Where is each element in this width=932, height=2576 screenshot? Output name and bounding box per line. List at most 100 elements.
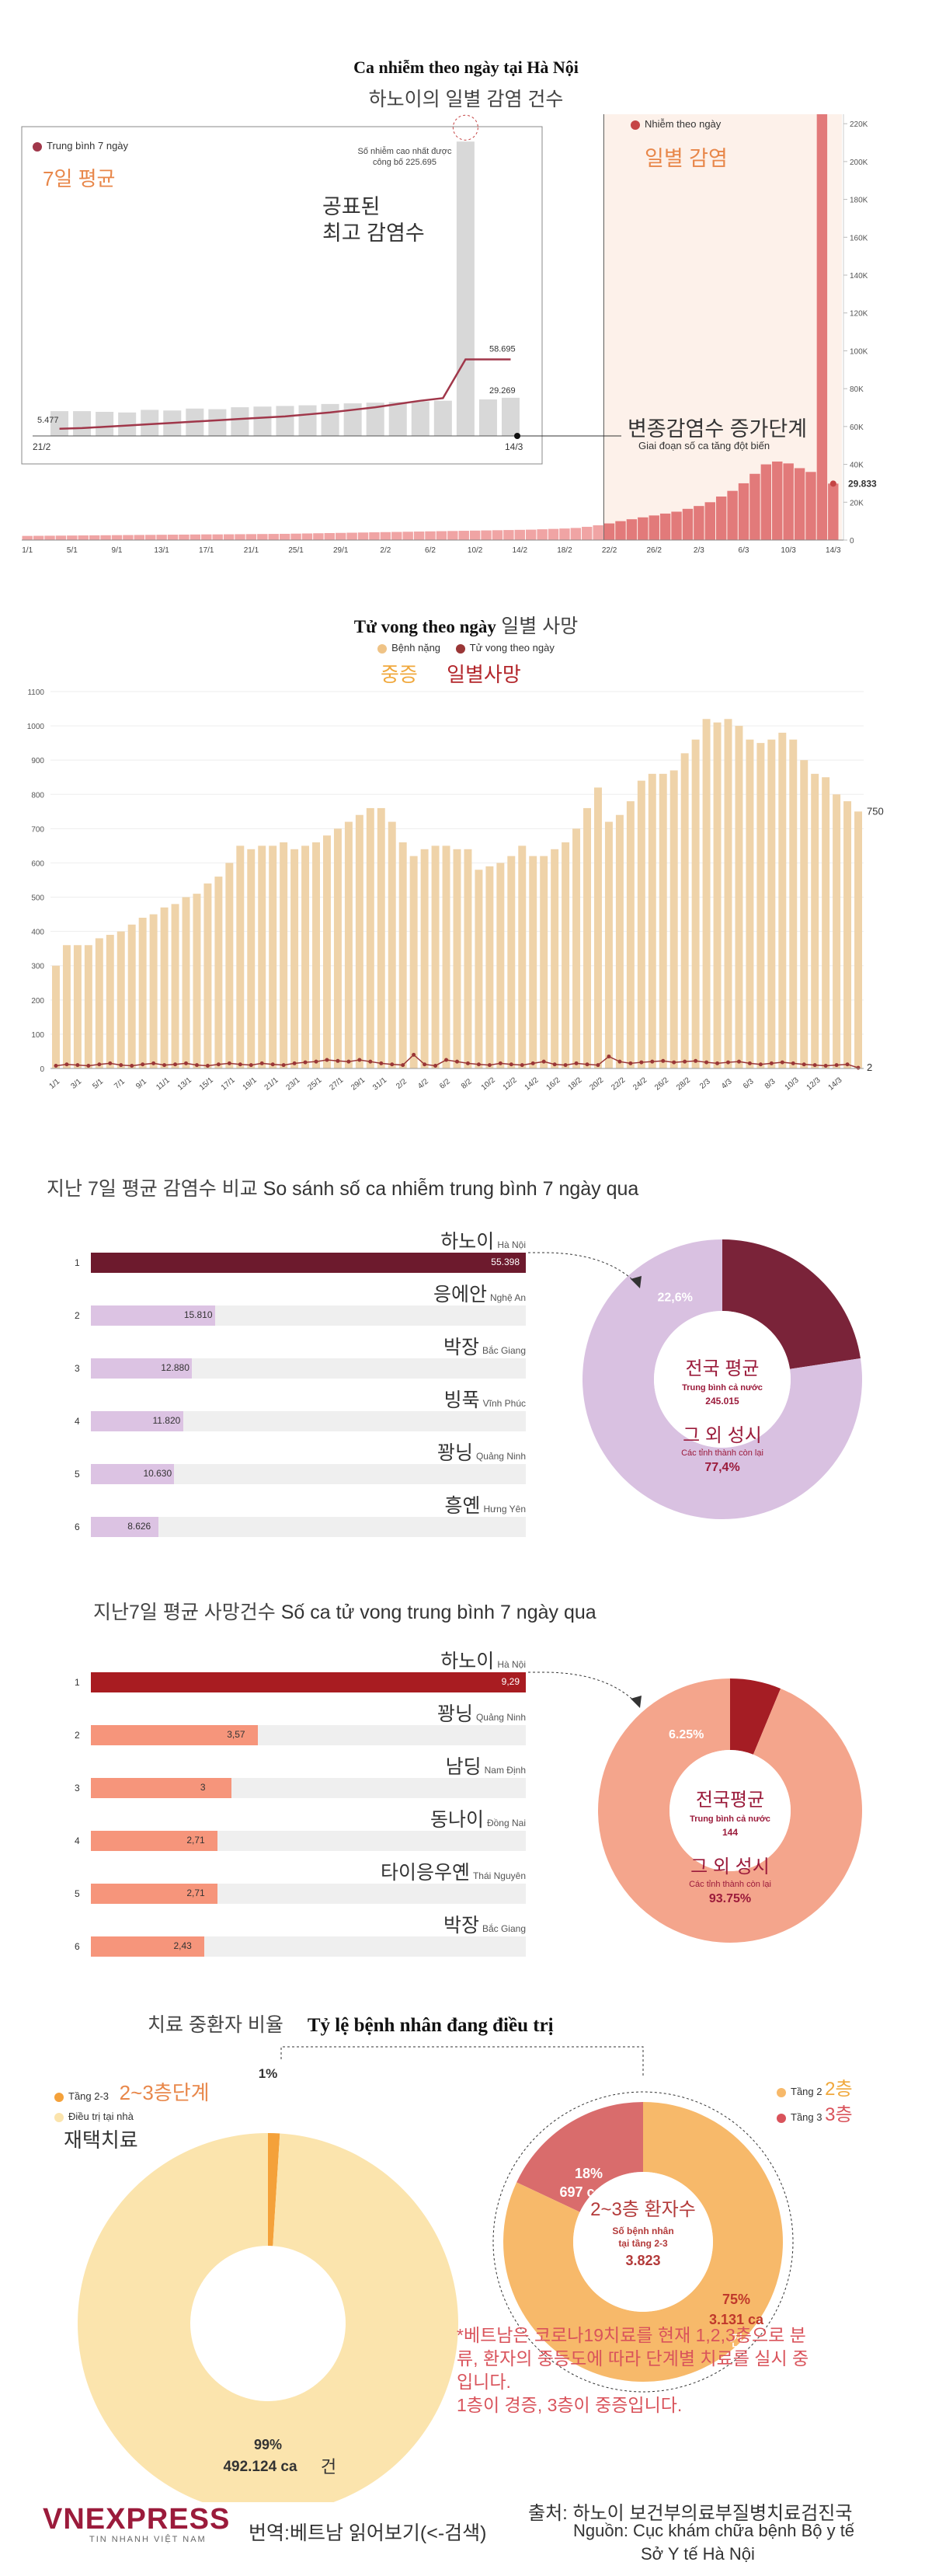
y-tick-label: 180K (850, 197, 868, 205)
case-bar (760, 464, 772, 540)
severe-bar (767, 739, 776, 1068)
rank-name-vn: Hà Nội (497, 1239, 526, 1250)
note-line-3: 입니다. (457, 2372, 511, 2392)
detail-center-vn-1: Số bệnh nhân (612, 2226, 673, 2236)
case-bar (548, 528, 559, 540)
severe-bar (62, 945, 71, 1068)
legend-tier23-kr: 2~3층단계 (119, 2081, 210, 2104)
source-vn-1: Nguồn: Cục khám chữa bệnh Bộ y tế (573, 2521, 855, 2540)
inset-bar (118, 412, 137, 436)
rank-bar-track: 3,57 (91, 1725, 526, 1745)
treatment-title: Tỷ lệ bệnh nhân đang điều trị (307, 2015, 554, 2036)
death-point (97, 1062, 102, 1067)
avg-deaths-title-kr: 지난7일 평균 사망건수 (93, 1602, 276, 1623)
case-bar (615, 521, 626, 540)
donut-hole (669, 1750, 791, 1871)
death-point (823, 1063, 828, 1068)
rank-name-vn: Thái Nguyên (472, 1870, 526, 1881)
tier2-count: 3.131 ca (709, 2312, 764, 2327)
death-point (401, 1063, 405, 1068)
case-bar (537, 529, 548, 540)
rank-name-vn: Đồng Nai (486, 1818, 526, 1828)
case-bar (492, 530, 503, 540)
death-point (758, 1062, 763, 1067)
donut-center-vn: Trung bình cả nước (682, 1383, 763, 1393)
x-tick-label: 24/2 (631, 1075, 649, 1092)
death-point (650, 1059, 655, 1064)
death-point (346, 1059, 351, 1064)
other-pct: 77,4% (704, 1461, 739, 1474)
y-tick-label: 1100 (27, 688, 44, 697)
tier3-slice (516, 2102, 643, 2212)
donut-center-value: 144 (722, 1827, 738, 1838)
inset-avg-end-label: 58.695 (489, 344, 516, 354)
y-tick-label: 1000 (27, 723, 45, 731)
rank-name-kr: 동나이 (429, 1809, 484, 1831)
severe-bar (290, 849, 299, 1068)
y-tick-label: 80K (850, 385, 864, 394)
detail-hole (573, 2172, 713, 2312)
inset-avg-line (59, 358, 511, 430)
case-bar (603, 523, 615, 540)
death-point (444, 1058, 449, 1062)
rank-name-kr: 박장 (443, 1337, 479, 1358)
rank-name-kr: 하노이 (440, 1651, 495, 1672)
severe-bar (713, 722, 722, 1068)
death-point (563, 1063, 568, 1068)
death-point (574, 1061, 579, 1065)
y-tick-label: 60K (850, 424, 864, 432)
death-point (747, 1061, 752, 1065)
y-tick-label: 140K (850, 272, 868, 281)
inset-bar (231, 407, 249, 436)
rank-bar-track: 15.810 (91, 1305, 526, 1326)
rank-name: 하노이 Hà Nội (91, 1646, 526, 1674)
rank-bar-track: 10.630 (91, 1464, 526, 1484)
source-vn-2: Sở Y tế Hà Nội (641, 2544, 755, 2564)
case-bar (413, 532, 425, 540)
other-slice (597, 1678, 862, 1943)
x-tick-label: 6/3 (739, 546, 749, 555)
severe-bar (84, 945, 92, 1068)
case-bar (357, 532, 369, 540)
severe-bar (594, 787, 602, 1068)
rank-name-vn: Vĩnh Phúc (482, 1398, 526, 1409)
severe-bar (193, 894, 201, 1068)
rank-name-vn: Hà Nội (497, 1659, 526, 1670)
tier23-pct: 1% (259, 2066, 278, 2081)
rank-number: 3 (75, 1783, 80, 1793)
case-bar (212, 534, 223, 540)
severe-bar (648, 773, 656, 1068)
death-point (530, 1061, 535, 1065)
inset-bar (366, 403, 384, 436)
rank-bar (91, 1936, 205, 1957)
case-bar (111, 535, 123, 540)
x-tick-label: 5/1 (91, 1077, 105, 1091)
death-point (509, 1062, 513, 1067)
case-bar (313, 533, 324, 540)
death-point (845, 1062, 850, 1067)
case-bar (525, 529, 537, 540)
x-tick-label: 26/2 (646, 546, 662, 555)
severe-bar (659, 773, 667, 1068)
case-bar (659, 513, 671, 540)
x-tick-label: 18/2 (566, 1075, 583, 1092)
severe-legend-kr: 중증 (381, 663, 418, 686)
x-tick-label: 8/3 (763, 1077, 777, 1091)
surge-arrow-dot (514, 433, 520, 439)
rank-name-vn: Bắc Giang (482, 1345, 526, 1356)
home-slice (78, 2133, 458, 2502)
x-tick-label: 6/2 (425, 546, 436, 555)
x-tick-label: 26/2 (653, 1075, 670, 1092)
death-point (292, 1061, 297, 1065)
case-bar (290, 533, 301, 540)
severe-bar (138, 918, 147, 1068)
case-bar (783, 463, 794, 540)
death-point (325, 1058, 329, 1062)
severe-bar (431, 845, 440, 1068)
case-bar (704, 502, 715, 540)
severe-bar (724, 719, 732, 1068)
severe-end-label: 750 (867, 805, 884, 817)
x-tick-label: 29/1 (350, 1075, 367, 1092)
death-legend-dot (455, 643, 465, 654)
death-point (368, 1059, 373, 1064)
